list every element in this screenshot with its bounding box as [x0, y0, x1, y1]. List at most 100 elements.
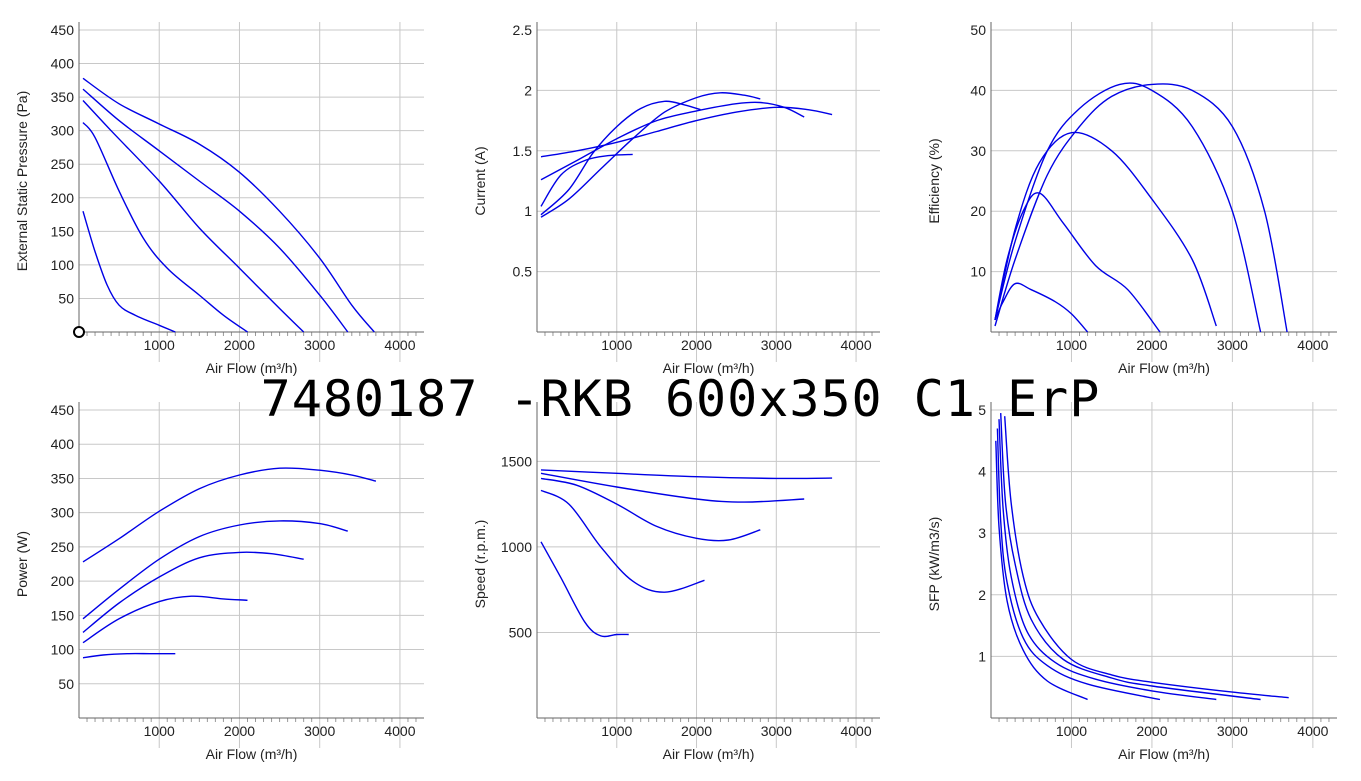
series-line-2 [540, 472, 805, 503]
series-line-1 [540, 106, 833, 158]
chart-efficiency: 1000 2000 3000 4000 10 20 30 40 50 Air Flow (m³/h… [926, 22, 1337, 376]
series-line-3 [994, 131, 1217, 327]
y-tick-label: 400 [51, 56, 75, 72]
y-tick-label: 2 [524, 82, 532, 98]
series-line-4 [540, 100, 701, 216]
y-tick-label: 500 [509, 624, 533, 640]
y-tick-label: 450 [51, 22, 75, 38]
series-line-2 [994, 82, 1262, 333]
y-tick-label: 10 [970, 264, 986, 280]
y-tick-label: 30 [970, 143, 986, 159]
y-tick-label: 50 [58, 676, 74, 692]
series-line-3 [998, 419, 1217, 701]
x-tick-label: 2000 [224, 723, 255, 739]
x-tick-label: 3000 [1217, 337, 1248, 353]
x-tick-label: 4000 [384, 723, 415, 739]
y-tick-label: 200 [51, 573, 75, 589]
y-axis-label: Efficiency (%) [926, 138, 942, 223]
y-tick-label: 40 [970, 82, 986, 98]
series-line-4 [82, 595, 248, 644]
chart-speed: 1000 2000 3000 4000 500 1000 1500 Air Flow (m³/… [472, 402, 880, 762]
x-tick-label: 2000 [224, 337, 255, 353]
series-line-5 [540, 541, 629, 638]
series-line-4 [82, 122, 248, 333]
y-axis-label: External Static Pressure (Pa) [14, 91, 30, 272]
x-tick-label: 2000 [681, 337, 712, 353]
series-line-1 [82, 77, 375, 333]
series-line-2 [82, 520, 348, 620]
x-axis-label: Air Flow (m³/h) [206, 360, 298, 376]
y-tick-label: 150 [51, 223, 75, 239]
x-tick-label: 4000 [384, 337, 415, 353]
x-axis-label: Air Flow (m³/h) [663, 360, 755, 376]
series-line-1 [994, 83, 1288, 333]
series-line-3 [540, 92, 761, 218]
series-line-5 [82, 652, 176, 659]
x-tick-label: 3000 [761, 337, 792, 353]
series-line-5 [540, 153, 633, 207]
series-line-3 [82, 551, 304, 633]
y-tick-label: 150 [51, 607, 75, 623]
x-tick-label: 3000 [304, 337, 335, 353]
series-line-4 [996, 428, 1161, 701]
x-tick-label: 1000 [1056, 337, 1087, 353]
x-tick-label: 4000 [840, 723, 871, 739]
origin-marker [73, 326, 85, 338]
y-tick-label: 100 [51, 642, 75, 658]
series-line-1 [1004, 416, 1289, 699]
y-tick-label: 250 [51, 156, 75, 172]
chart-pressure: 1000 2000 3000 4000 50 100 150 200 250 300 350 400 4… [14, 22, 424, 376]
series-line-5 [994, 282, 1089, 333]
series-line-4 [540, 489, 705, 593]
series-line-5 [82, 210, 176, 333]
x-tick-label: 2000 [1136, 723, 1167, 739]
x-tick-label: 4000 [840, 337, 871, 353]
x-tick-label: 1000 [601, 723, 632, 739]
y-tick-label: 20 [970, 203, 986, 219]
y-tick-label: 250 [51, 539, 75, 555]
y-tick-label: 1 [524, 203, 532, 219]
x-tick-label: 1000 [144, 723, 175, 739]
y-axis-label: Current (A) [472, 146, 488, 215]
chart-title: 7480187 -RKB 600x350 C1 ErP [260, 370, 1101, 428]
x-axis-label: Air Flow (m³/h) [1118, 360, 1210, 376]
x-axis-label: Air Flow (m³/h) [663, 746, 755, 762]
x-tick-label: 1000 [144, 337, 175, 353]
y-tick-label: 300 [51, 123, 75, 139]
y-tick-label: 450 [51, 402, 75, 418]
y-axis-label: SFP (kW/m3/s) [926, 517, 942, 612]
x-tick-label: 4000 [1297, 337, 1328, 353]
y-tick-label: 1500 [501, 453, 532, 469]
y-tick-label: 2 [978, 587, 986, 603]
series-line-2 [82, 88, 349, 333]
y-tick-label: 5 [978, 402, 986, 418]
y-tick-label: 2.5 [513, 22, 533, 38]
y-tick-label: 400 [51, 436, 75, 452]
y-tick-label: 1 [978, 648, 986, 664]
y-tick-label: 100 [51, 257, 75, 273]
x-tick-label: 1000 [1056, 723, 1087, 739]
x-tick-label: 4000 [1297, 723, 1328, 739]
y-tick-label: 3 [978, 525, 986, 541]
series-line-5 [995, 440, 1088, 701]
y-tick-label: 0.5 [513, 264, 533, 280]
series-line-3 [540, 477, 761, 542]
y-tick-label: 1.5 [513, 143, 533, 159]
y-tick-label: 350 [51, 89, 75, 105]
series-line-3 [82, 100, 305, 333]
x-tick-label: 2000 [681, 723, 712, 739]
y-tick-label: 300 [51, 505, 75, 521]
series-line-2 [1000, 413, 1261, 701]
x-tick-label: 1000 [601, 337, 632, 353]
chart-power: 1000 2000 3000 4000 50 100 150 200 250 300 350 400 4… [14, 402, 424, 762]
series-line-1 [540, 469, 833, 480]
y-tick-label: 1000 [501, 539, 532, 555]
x-tick-label: 3000 [761, 723, 792, 739]
y-tick-label: 4 [978, 464, 986, 480]
x-tick-label: 3000 [304, 723, 335, 739]
x-tick-label: 3000 [1217, 723, 1248, 739]
series-line-2 [540, 101, 805, 181]
y-axis-label: Speed (r.p.m.) [472, 520, 488, 609]
y-tick-label: 50 [970, 22, 986, 38]
